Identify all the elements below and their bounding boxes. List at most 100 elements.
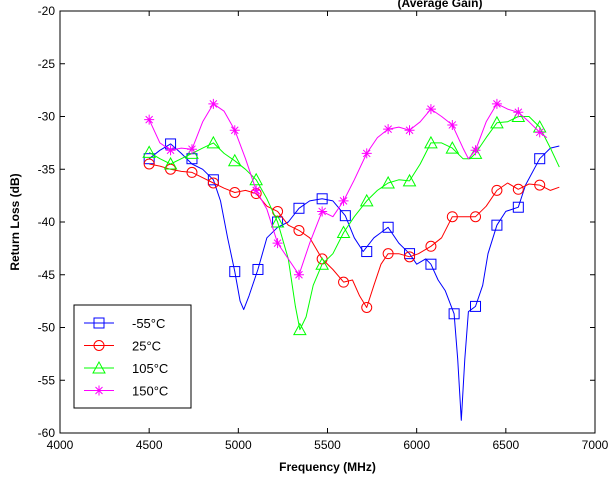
data-point	[293, 224, 305, 236]
data-point	[336, 225, 351, 239]
data-point	[143, 158, 155, 170]
data-point	[229, 266, 241, 278]
legend-item: 105°C	[84, 360, 168, 376]
legend-item: 25°C	[84, 339, 161, 354]
legend-item: -55°C	[84, 316, 165, 331]
data-point	[425, 258, 437, 270]
y-tick-label: -45	[38, 268, 56, 282]
y-tick-label: -50	[38, 321, 56, 335]
data-point	[470, 145, 481, 156]
data-point	[424, 135, 438, 149]
legend-item: 150°C	[84, 384, 168, 399]
data-point	[207, 177, 219, 189]
data-point	[491, 184, 503, 196]
x-tick-label: 6500	[492, 438, 519, 452]
data-point	[293, 269, 304, 280]
x-tick-label: 5500	[314, 438, 341, 452]
data-point	[207, 174, 219, 186]
data-point	[382, 221, 394, 233]
legend-label: 150°C	[132, 384, 168, 399]
series-line	[148, 116, 560, 331]
data-point	[512, 183, 524, 195]
data-point	[361, 301, 373, 313]
series-line	[148, 143, 560, 421]
data-point	[252, 263, 264, 275]
data-point	[491, 98, 502, 109]
legend-marker	[92, 360, 106, 374]
data-point	[534, 153, 546, 165]
data-point	[165, 145, 176, 156]
data-point	[316, 193, 328, 205]
data-point	[404, 251, 416, 263]
data-point	[361, 148, 372, 159]
legend-marker	[93, 340, 105, 351]
series-3	[144, 98, 548, 280]
legend-label: -55°C	[132, 316, 165, 331]
data-point	[339, 210, 351, 222]
chart-title: (Average Gain)	[398, 0, 483, 10]
legend-label: 105°C	[132, 361, 168, 376]
data-point	[229, 186, 241, 198]
data-point	[361, 246, 373, 258]
data-point	[227, 153, 242, 167]
data-point	[317, 206, 328, 217]
data-point	[272, 238, 283, 249]
data-point	[534, 179, 546, 191]
series-line	[149, 163, 560, 308]
legend-marker	[94, 385, 104, 396]
x-tick-label: 4000	[47, 438, 74, 452]
data-point	[293, 322, 307, 336]
data-point	[142, 145, 157, 158]
data-point	[381, 175, 395, 189]
data-point	[144, 114, 155, 125]
y-tick-label: -25	[38, 57, 56, 71]
data-point	[491, 219, 503, 231]
data-point	[470, 211, 482, 223]
x-tick-label: 4500	[136, 438, 163, 452]
series-group	[142, 98, 560, 421]
data-point	[163, 156, 178, 170]
data-point	[512, 201, 524, 213]
data-point	[249, 172, 264, 186]
data-point	[383, 124, 394, 135]
tick-labels: 4000 4500 5000 5500 6000 6500 7000 -60 -55 -50 -45…	[38, 4, 609, 452]
data-point	[445, 141, 460, 154]
y-tick-label: -55	[38, 373, 56, 387]
data-point	[143, 153, 155, 165]
data-point	[425, 240, 437, 252]
data-point	[402, 173, 417, 187]
data-point	[534, 127, 545, 138]
data-point	[446, 211, 458, 223]
x-tick-label: 6000	[403, 438, 430, 452]
data-point	[404, 125, 415, 136]
data-point	[513, 107, 524, 118]
series-0	[143, 138, 560, 421]
data-point	[404, 248, 416, 260]
data-point	[186, 166, 198, 178]
y-tick-label: -60	[38, 426, 56, 440]
data-point	[338, 195, 349, 206]
data-point	[447, 119, 458, 130]
y-tick-label: -40	[38, 215, 56, 229]
data-point	[206, 135, 221, 149]
data-point	[382, 248, 394, 260]
legend-label: 25°C	[132, 339, 161, 354]
legend: -55°C 25°C 105°C 150°C	[73, 304, 192, 409]
series-1	[143, 158, 560, 313]
data-point	[270, 214, 285, 228]
x-tick-label: 7000	[582, 438, 609, 452]
data-point	[425, 104, 436, 115]
series-line	[148, 103, 548, 276]
data-point	[315, 257, 329, 270]
data-point	[490, 115, 504, 129]
y-tick-label: -20	[38, 4, 56, 18]
x-tick-label: 5000	[225, 438, 252, 452]
data-point	[448, 308, 460, 320]
data-point	[470, 300, 482, 312]
data-point	[251, 185, 262, 196]
x-axis-label: Frequency (MHz)	[279, 460, 376, 474]
series-2	[142, 109, 560, 336]
data-point	[185, 146, 199, 159]
data-point	[359, 193, 374, 207]
